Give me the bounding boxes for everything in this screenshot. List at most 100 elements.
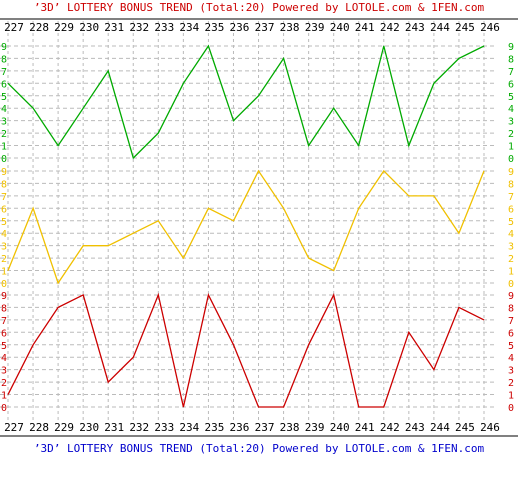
x-tick-label-top: 245 bbox=[455, 21, 475, 34]
y-tick-label-left: 2 bbox=[1, 254, 7, 265]
y-tick-label-right: 1 bbox=[508, 142, 514, 153]
y-tick-label-left: 0 bbox=[1, 154, 7, 165]
x-tick-label-top: 242 bbox=[380, 21, 400, 34]
x-tick-label-top: 234 bbox=[179, 21, 199, 34]
x-tick-label-top: 238 bbox=[280, 21, 300, 34]
y-tick-label-right: 6 bbox=[508, 204, 514, 215]
x-tick-label-bottom: 232 bbox=[129, 421, 149, 434]
x-tick-label-top: 246 bbox=[480, 21, 500, 34]
x-tick-label-top: 233 bbox=[154, 21, 174, 34]
y-tick-label-right: 0 bbox=[508, 403, 514, 414]
y-tick-label-right: 4 bbox=[508, 104, 514, 115]
panel-middle: 0 01 12 23 34 45 56 67 78 89 9 bbox=[0, 167, 514, 290]
x-tick-label-top: 230 bbox=[79, 21, 99, 34]
x-tick-label-top: 236 bbox=[230, 21, 250, 34]
y-tick-label-left: 7 bbox=[1, 192, 7, 203]
y-tick-label-right: 1 bbox=[508, 267, 514, 278]
chart-title-top: ’3D’ LOTTERY BONUS TREND (Total:20) Powe… bbox=[34, 1, 485, 14]
y-tick-label-right: 6 bbox=[508, 328, 514, 339]
y-tick-label-right: 4 bbox=[508, 353, 514, 364]
y-tick-label-right: 5 bbox=[508, 341, 514, 352]
x-tick-label-bottom: 246 bbox=[480, 421, 500, 434]
y-tick-label-left: 1 bbox=[1, 391, 7, 402]
y-tick-label-right: 9 bbox=[508, 167, 514, 178]
y-tick-label-right: 8 bbox=[508, 303, 514, 314]
y-tick-label-left: 6 bbox=[1, 204, 7, 215]
x-tick-label-bottom: 244 bbox=[430, 421, 450, 434]
y-tick-label-right: 8 bbox=[508, 179, 514, 190]
x-tick-label-top: 241 bbox=[355, 21, 375, 34]
y-tick-label-left: 3 bbox=[1, 366, 7, 377]
panel-top: 0 01 12 23 34 45 56 67 78 89 9 bbox=[0, 42, 514, 165]
x-tick-label-bottom: 236 bbox=[230, 421, 250, 434]
y-tick-label-left: 5 bbox=[1, 217, 7, 228]
y-tick-label-left: 8 bbox=[1, 303, 7, 314]
x-tick-label-top: 229 bbox=[54, 21, 74, 34]
x-tick-label-bottom: 241 bbox=[355, 421, 375, 434]
x-tick-label-bottom: 238 bbox=[280, 421, 300, 434]
y-tick-label-left: 3 bbox=[1, 117, 7, 128]
y-tick-label-left: 9 bbox=[1, 291, 7, 302]
x-tick-label-bottom: 243 bbox=[405, 421, 425, 434]
y-tick-label-right: 3 bbox=[508, 366, 514, 377]
series-line-middle bbox=[7, 169, 485, 285]
series-line-bottom bbox=[7, 292, 485, 408]
y-tick-label-left: 4 bbox=[1, 229, 7, 240]
x-tick-label-top: 231 bbox=[104, 21, 124, 34]
y-tick-label-right: 2 bbox=[508, 129, 514, 140]
x-axis-ticks: 2272272282282292292302302312312322322332… bbox=[4, 21, 500, 434]
y-tick-label-left: 1 bbox=[1, 142, 7, 153]
x-tick-label-bottom: 233 bbox=[154, 421, 174, 434]
y-tick-label-left: 8 bbox=[1, 179, 7, 190]
y-tick-label-left: 2 bbox=[1, 129, 7, 140]
series-line-top bbox=[7, 44, 485, 160]
x-tick-label-bottom: 245 bbox=[455, 421, 475, 434]
y-tick-label-right: 7 bbox=[508, 67, 514, 78]
x-tick-label-bottom: 231 bbox=[104, 421, 124, 434]
y-tick-label-right: 2 bbox=[508, 254, 514, 265]
y-tick-label-right: 0 bbox=[508, 279, 514, 290]
y-tick-label-left: 4 bbox=[1, 104, 7, 115]
y-tick-label-right: 1 bbox=[508, 391, 514, 402]
x-tick-label-top: 232 bbox=[129, 21, 149, 34]
x-tick-label-top: 239 bbox=[305, 21, 325, 34]
y-tick-label-left: 2 bbox=[1, 378, 7, 389]
series-panels: 0 01 12 23 34 45 56 67 78 89 90 01 12 23 34 45 56 67 78 89 9… bbox=[0, 42, 514, 414]
x-tick-label-bottom: 242 bbox=[380, 421, 400, 434]
x-tick-label-bottom: 234 bbox=[179, 421, 199, 434]
x-tick-label-bottom: 235 bbox=[204, 421, 224, 434]
y-tick-label-right: 9 bbox=[508, 291, 514, 302]
x-tick-label-bottom: 237 bbox=[255, 421, 275, 434]
x-tick-label-top: 228 bbox=[29, 21, 49, 34]
y-tick-label-left: 8 bbox=[1, 54, 7, 65]
y-tick-label-left: 7 bbox=[1, 316, 7, 327]
y-tick-label-left: 3 bbox=[1, 242, 7, 253]
y-tick-label-left: 9 bbox=[1, 167, 7, 178]
y-tick-label-right: 7 bbox=[508, 192, 514, 203]
y-tick-label-right: 9 bbox=[508, 42, 514, 53]
y-tick-label-right: 5 bbox=[508, 92, 514, 103]
x-tick-label-top: 243 bbox=[405, 21, 425, 34]
x-tick-label-bottom: 228 bbox=[29, 421, 49, 434]
y-tick-label-left: 4 bbox=[1, 353, 7, 364]
x-tick-label-bottom: 240 bbox=[330, 421, 350, 434]
chart-title-bottom: ’3D’ LOTTERY BONUS TREND (Total:20) Powe… bbox=[34, 442, 485, 455]
grid bbox=[0, 18, 518, 437]
x-tick-label-top: 237 bbox=[255, 21, 275, 34]
x-tick-label-top: 227 bbox=[4, 21, 24, 34]
y-tick-label-right: 5 bbox=[508, 217, 514, 228]
x-tick-label-bottom: 239 bbox=[305, 421, 325, 434]
y-tick-label-right: 7 bbox=[508, 316, 514, 327]
y-tick-label-right: 6 bbox=[508, 79, 514, 90]
y-tick-label-right: 3 bbox=[508, 117, 514, 128]
y-tick-label-left: 0 bbox=[1, 279, 7, 290]
y-tick-label-left: 5 bbox=[1, 92, 7, 103]
x-tick-label-top: 235 bbox=[204, 21, 224, 34]
x-tick-label-top: 244 bbox=[430, 21, 450, 34]
x-tick-label-bottom: 229 bbox=[54, 421, 74, 434]
y-tick-label-left: 1 bbox=[1, 267, 7, 278]
x-tick-label-bottom: 227 bbox=[4, 421, 24, 434]
y-tick-label-left: 9 bbox=[1, 42, 7, 53]
y-tick-label-right: 3 bbox=[508, 242, 514, 253]
